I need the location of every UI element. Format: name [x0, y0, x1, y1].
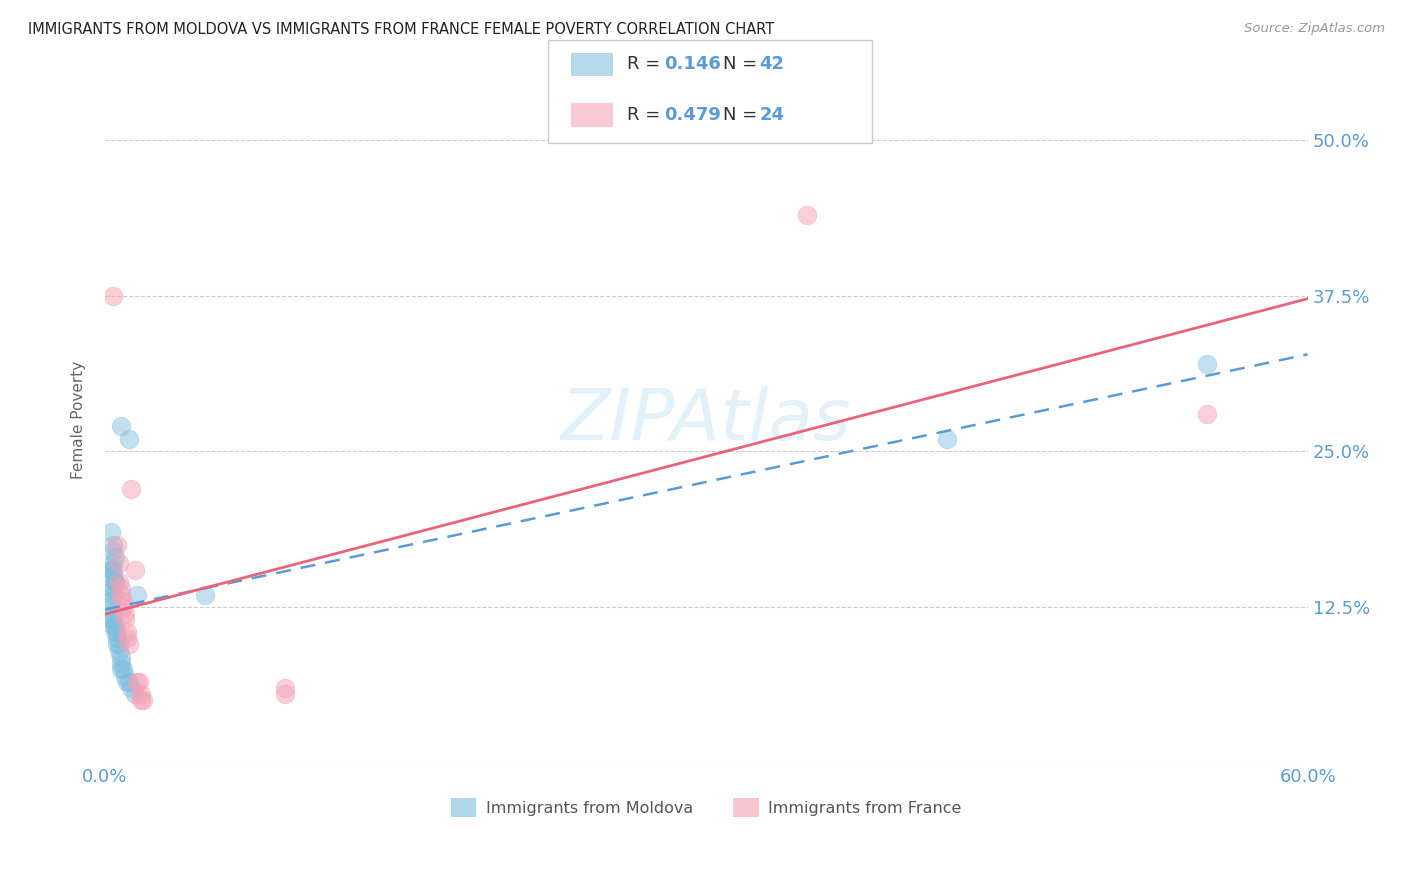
Text: R =: R = [627, 55, 666, 73]
Point [101, 544, 124, 558]
Point [104, 618, 127, 632]
Text: 0.146: 0.146 [664, 55, 720, 73]
Point [104, 550, 127, 565]
Point [112, 594, 135, 608]
Text: N =: N = [723, 55, 762, 73]
Point [125, 674, 148, 689]
Point [101, 612, 124, 626]
Point [108, 637, 131, 651]
Point [110, 649, 132, 664]
Point [274, 681, 297, 695]
Point [108, 557, 131, 571]
Text: IMMIGRANTS FROM MOLDOVA VS IMMIGRANTS FROM FRANCE FEMALE POVERTY CORRELATION CHA: IMMIGRANTS FROM MOLDOVA VS IMMIGRANTS FR… [28, 22, 775, 37]
Point [105, 624, 128, 639]
Point [110, 419, 132, 434]
Point [100, 525, 122, 540]
Point [1197, 407, 1219, 421]
Point [120, 482, 142, 496]
Point [110, 588, 132, 602]
Point [114, 668, 136, 682]
Point [101, 557, 124, 571]
Point [105, 637, 128, 651]
Point [125, 588, 148, 602]
Point [110, 656, 132, 670]
Point [124, 687, 146, 701]
Point [935, 432, 957, 446]
Point [114, 607, 136, 621]
Point [796, 207, 818, 221]
Point [104, 575, 127, 590]
Point [101, 607, 124, 621]
Point [104, 575, 127, 590]
Point [118, 432, 141, 446]
Point [110, 582, 132, 596]
Point [101, 588, 124, 602]
Point [120, 681, 142, 695]
Point [101, 288, 124, 302]
Point [132, 693, 155, 707]
Point [101, 569, 124, 583]
Point [112, 662, 135, 676]
Legend: Immigrants from Moldova, Immigrants from France: Immigrants from Moldova, Immigrants from… [444, 792, 969, 823]
Point [101, 538, 124, 552]
Point [114, 612, 136, 626]
Point [105, 538, 128, 552]
Point [100, 612, 122, 626]
Point [101, 563, 124, 577]
Point [128, 674, 150, 689]
Point [101, 618, 124, 632]
Point [108, 643, 131, 657]
Point [100, 563, 122, 577]
Text: 0.479: 0.479 [664, 106, 720, 124]
Point [110, 662, 132, 676]
Point [115, 674, 138, 689]
Point [100, 600, 122, 615]
Point [104, 624, 127, 639]
Point [115, 631, 138, 645]
Text: 24: 24 [759, 106, 785, 124]
Point [101, 582, 124, 596]
Point [1197, 357, 1219, 371]
Point [129, 693, 152, 707]
Point [105, 631, 128, 645]
Point [115, 624, 138, 639]
Text: ZIPAtlas: ZIPAtlas [561, 385, 852, 455]
Point [100, 563, 122, 577]
Point [194, 588, 217, 602]
Text: N =: N = [723, 106, 762, 124]
Point [108, 575, 131, 590]
Point [100, 582, 122, 596]
Point [274, 687, 297, 701]
Text: Source: ZipAtlas.com: Source: ZipAtlas.com [1244, 22, 1385, 36]
Point [129, 687, 152, 701]
Text: R =: R = [627, 106, 666, 124]
Point [112, 600, 135, 615]
Point [118, 674, 141, 689]
Point [124, 563, 146, 577]
Y-axis label: Female Poverty: Female Poverty [72, 361, 86, 479]
Point [118, 637, 141, 651]
Text: 42: 42 [759, 55, 785, 73]
Point [100, 594, 122, 608]
